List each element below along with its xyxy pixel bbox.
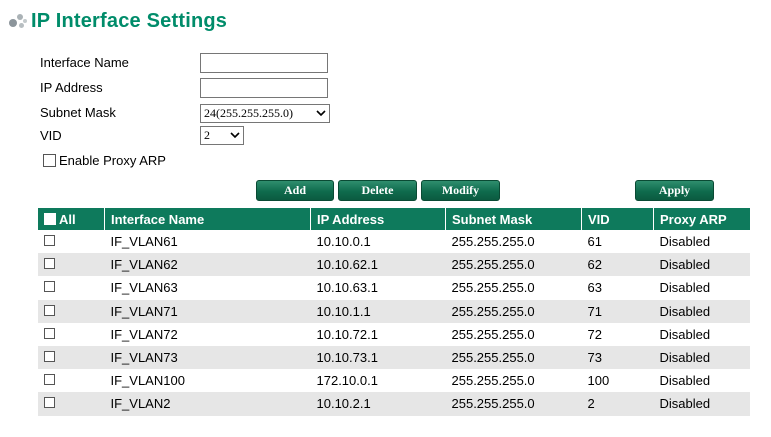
cell-interface-name: IF_VLAN2 xyxy=(104,392,311,416)
cell-proxy-arp: Disabled xyxy=(659,326,711,342)
cell-proxy-arp: Disabled xyxy=(653,253,750,277)
interface-name-input[interactable] xyxy=(200,53,328,73)
cell-ip-address: 10.10.1.1 xyxy=(310,299,446,323)
chevron-down-icon xyxy=(230,132,240,139)
column-header-subnet-mask: Subnet Mask xyxy=(445,208,582,230)
cell-proxy-arp: Disabled xyxy=(659,280,711,296)
table-row[interactable]: IF_VLAN2 10.10.2.1 255.255.255.0 2 Disab… xyxy=(38,392,750,416)
select-all-header[interactable]: All xyxy=(38,208,105,230)
row-checkbox[interactable] xyxy=(44,281,55,293)
table-row[interactable]: IF_VLAN63 10.10.63.1 255.255.255.0 63 Di… xyxy=(38,276,750,299)
enable-proxy-arp-option[interactable]: Enable Proxy ARP xyxy=(43,153,166,168)
column-header-interface-name: Interface Name xyxy=(104,208,311,230)
enable-proxy-arp-checkbox[interactable] xyxy=(43,154,56,167)
row-checkbox[interactable] xyxy=(44,397,55,409)
apply-button[interactable]: Apply xyxy=(635,180,714,201)
ip-interface-table: All Interface Name IP Address Subnet Mas… xyxy=(38,208,750,416)
cell-ip-address: 10.10.2.1 xyxy=(310,392,446,416)
subnet-mask-select[interactable]: 24(255.255.255.0) xyxy=(200,104,330,123)
table-row[interactable]: IF_VLAN71 10.10.1.1 255.255.255.0 71 Dis… xyxy=(38,299,750,323)
row-checkbox[interactable] xyxy=(44,304,55,316)
cell-vid: 73 xyxy=(581,345,654,370)
cell-ip-address: 10.10.73.1 xyxy=(310,345,446,370)
cell-proxy-arp: Disabled xyxy=(659,373,711,389)
row-checkbox[interactable] xyxy=(44,374,55,386)
table-row[interactable]: IF_VLAN61 10.10.0.1 255.255.255.0 61 Dis… xyxy=(38,230,750,253)
cell-proxy-arp: Disabled xyxy=(653,392,750,416)
row-checkbox[interactable] xyxy=(44,327,55,339)
row-checkbox[interactable] xyxy=(44,351,55,363)
table-header-row: All Interface Name IP Address Subnet Mas… xyxy=(38,208,750,230)
delete-button[interactable]: Delete xyxy=(338,180,417,201)
select-all-checkbox[interactable] xyxy=(44,212,56,225)
cell-vid: 63 xyxy=(587,280,602,296)
cell-subnet-mask: 255.255.255.0 xyxy=(451,280,535,296)
column-header-proxy-arp: Proxy ARP xyxy=(653,208,750,230)
cell-interface-name: IF_VLAN62 xyxy=(104,253,311,277)
interface-name-label: Interface Name xyxy=(40,55,129,70)
cell-interface-name: IF_VLAN63 xyxy=(110,280,178,296)
ip-address-input[interactable] xyxy=(200,78,328,98)
cell-subnet-mask: 255.255.255.0 xyxy=(445,299,582,323)
cell-vid: 2 xyxy=(581,392,654,416)
dots-bullet-icon xyxy=(9,11,29,31)
column-header-ip-address: IP Address xyxy=(310,208,446,230)
cell-subnet-mask: 255.255.255.0 xyxy=(445,253,582,277)
cell-ip-address: 172.10.0.1 xyxy=(316,373,378,389)
vid-select[interactable]: 2 xyxy=(200,126,244,145)
cell-subnet-mask: 255.255.255.0 xyxy=(445,392,582,416)
select-all-label: All xyxy=(59,211,76,227)
cell-proxy-arp: Disabled xyxy=(659,234,711,250)
cell-interface-name: IF_VLAN71 xyxy=(104,299,311,323)
cell-ip-address: 10.10.63.1 xyxy=(316,280,378,296)
row-checkbox[interactable] xyxy=(44,258,55,270)
modify-button[interactable]: Modify xyxy=(421,180,500,201)
cell-subnet-mask: 255.255.255.0 xyxy=(451,326,535,342)
column-header-vid: VID xyxy=(581,208,654,230)
vid-value: 2 xyxy=(204,128,210,142)
ip-address-label: IP Address xyxy=(40,80,103,95)
cell-ip-address: 10.10.0.1 xyxy=(316,234,371,250)
cell-vid: 62 xyxy=(581,253,654,277)
add-button[interactable]: Add xyxy=(256,180,334,201)
cell-vid: 100 xyxy=(587,373,610,389)
cell-proxy-arp: Disabled xyxy=(653,299,750,323)
table-row[interactable]: IF_VLAN73 10.10.73.1 255.255.255.0 73 Di… xyxy=(38,345,750,370)
cell-ip-address: 10.10.62.1 xyxy=(310,253,446,277)
cell-vid: 72 xyxy=(587,326,602,342)
row-checkbox[interactable] xyxy=(44,235,55,247)
page-header: IP Interface Settings xyxy=(9,8,227,34)
page-title: IP Interface Settings xyxy=(31,9,228,32)
table-row[interactable]: IF_VLAN100 172.10.0.1 255.255.255.0 100 … xyxy=(38,369,750,392)
vid-label: VID xyxy=(40,128,62,143)
chevron-down-icon xyxy=(316,110,326,117)
cell-ip-address: 10.10.72.1 xyxy=(316,326,378,342)
table-row[interactable]: IF_VLAN62 10.10.62.1 255.255.255.0 62 Di… xyxy=(38,253,750,277)
enable-proxy-arp-label: Enable Proxy ARP xyxy=(59,153,166,168)
cell-interface-name: IF_VLAN100 xyxy=(110,373,185,389)
cell-vid: 71 xyxy=(581,299,654,323)
cell-subnet-mask: 255.255.255.0 xyxy=(445,345,582,370)
cell-subnet-mask: 255.255.255.0 xyxy=(451,373,535,389)
cell-subnet-mask: 255.255.255.0 xyxy=(451,234,535,250)
table-row[interactable]: IF_VLAN72 10.10.72.1 255.255.255.0 72 Di… xyxy=(38,323,750,346)
cell-proxy-arp: Disabled xyxy=(653,345,750,370)
subnet-mask-label: Subnet Mask xyxy=(40,105,116,120)
subnet-mask-value: 24(255.255.255.0) xyxy=(204,106,293,120)
cell-vid: 61 xyxy=(587,234,602,250)
cell-interface-name: IF_VLAN73 xyxy=(104,345,311,370)
cell-interface-name: IF_VLAN72 xyxy=(110,326,178,342)
cell-interface-name: IF_VLAN61 xyxy=(110,234,178,250)
